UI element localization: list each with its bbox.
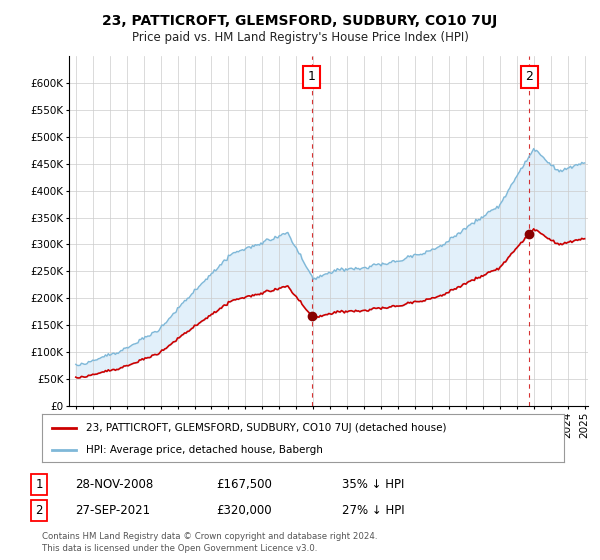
Text: 27% ↓ HPI: 27% ↓ HPI	[342, 504, 404, 517]
Text: 1: 1	[35, 478, 43, 491]
Text: HPI: Average price, detached house, Babergh: HPI: Average price, detached house, Babe…	[86, 445, 323, 455]
Text: 1: 1	[308, 71, 316, 83]
Text: 23, PATTICROFT, GLEMSFORD, SUDBURY, CO10 7UJ (detached house): 23, PATTICROFT, GLEMSFORD, SUDBURY, CO10…	[86, 423, 447, 433]
Text: 35% ↓ HPI: 35% ↓ HPI	[342, 478, 404, 491]
Text: 2: 2	[35, 504, 43, 517]
Text: £320,000: £320,000	[216, 504, 272, 517]
Text: 2: 2	[526, 71, 533, 83]
Text: Price paid vs. HM Land Registry's House Price Index (HPI): Price paid vs. HM Land Registry's House …	[131, 31, 469, 44]
Text: Contains HM Land Registry data © Crown copyright and database right 2024.
This d: Contains HM Land Registry data © Crown c…	[42, 533, 377, 553]
Text: 23, PATTICROFT, GLEMSFORD, SUDBURY, CO10 7UJ: 23, PATTICROFT, GLEMSFORD, SUDBURY, CO10…	[103, 14, 497, 28]
Text: 28-NOV-2008: 28-NOV-2008	[75, 478, 153, 491]
Text: £167,500: £167,500	[216, 478, 272, 491]
Text: 27-SEP-2021: 27-SEP-2021	[75, 504, 150, 517]
